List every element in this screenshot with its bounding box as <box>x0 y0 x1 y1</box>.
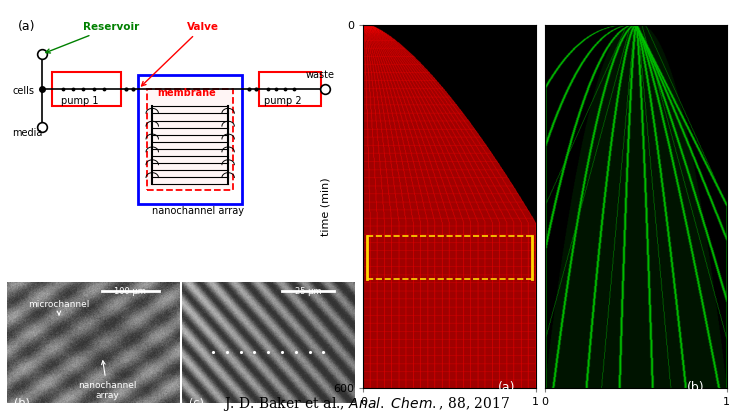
Text: pump 1: pump 1 <box>61 95 98 105</box>
Bar <box>147 89 233 190</box>
Text: (a): (a) <box>498 381 515 394</box>
Text: media: media <box>12 128 43 138</box>
Text: membrane: membrane <box>157 88 216 98</box>
Text: 25 μm: 25 μm <box>294 287 321 296</box>
Text: (c): (c) <box>189 398 204 408</box>
Y-axis label: time (min): time (min) <box>321 177 330 236</box>
Text: Reservoir: Reservoir <box>46 22 139 53</box>
Text: pump 2: pump 2 <box>264 95 302 105</box>
Bar <box>259 71 321 106</box>
Text: 100 μm: 100 μm <box>114 287 146 296</box>
Text: Valve: Valve <box>142 22 219 86</box>
Text: (b): (b) <box>14 398 30 408</box>
Text: microchannel: microchannel <box>28 300 90 315</box>
Text: (b): (b) <box>687 381 705 394</box>
Text: cells: cells <box>12 86 34 96</box>
Bar <box>139 75 242 204</box>
Text: waste: waste <box>306 71 335 81</box>
Text: nanochannel
array: nanochannel array <box>78 361 137 400</box>
Text: nanochannel array: nanochannel array <box>152 206 244 216</box>
Bar <box>52 71 121 106</box>
Text: J. D. Baker et al., $\mathit{Anal.\ Chem.}$, 88, 2017: J. D. Baker et al., $\mathit{Anal.\ Chem… <box>223 395 511 413</box>
Text: (a): (a) <box>18 20 35 33</box>
